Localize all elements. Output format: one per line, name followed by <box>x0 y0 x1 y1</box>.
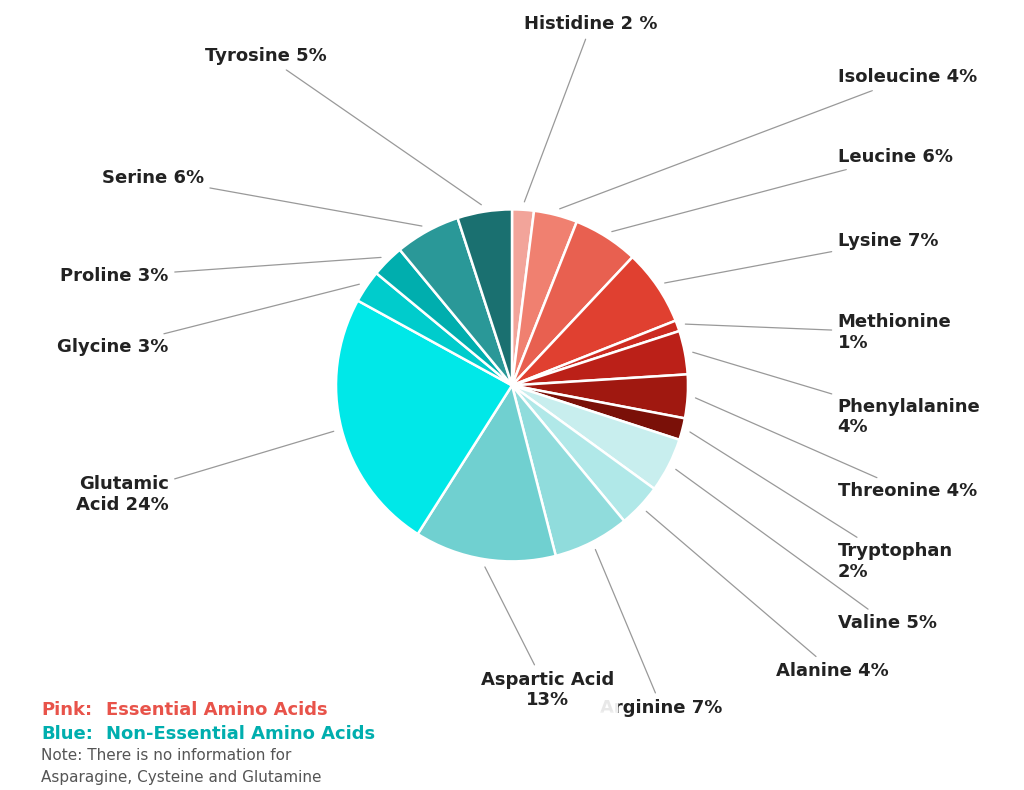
Wedge shape <box>512 209 535 386</box>
Wedge shape <box>512 321 679 386</box>
Text: Serine 6%: Serine 6% <box>101 169 422 226</box>
Text: Lysine 7%: Lysine 7% <box>665 232 938 283</box>
Text: Non-Essential Amino Acids: Non-Essential Amino Acids <box>106 724 376 743</box>
Text: Tyrosine 5%: Tyrosine 5% <box>206 47 481 205</box>
Text: Phenylalanine
4%: Phenylalanine 4% <box>692 352 980 437</box>
Wedge shape <box>512 211 577 386</box>
Wedge shape <box>377 250 512 386</box>
Wedge shape <box>512 331 688 386</box>
Wedge shape <box>512 386 654 521</box>
Text: Glutamic
Acid 24%: Glutamic Acid 24% <box>76 431 334 514</box>
Wedge shape <box>399 218 512 386</box>
Wedge shape <box>512 257 676 386</box>
Text: Arginine 7%: Arginine 7% <box>595 550 723 717</box>
Wedge shape <box>418 386 556 562</box>
Text: Pink:: Pink: <box>41 701 92 719</box>
Text: Methionine
1%: Methionine 1% <box>685 313 951 352</box>
Text: Glycine 3%: Glycine 3% <box>57 284 359 356</box>
Wedge shape <box>512 386 685 440</box>
Wedge shape <box>458 209 512 386</box>
Text: Blue:: Blue: <box>41 724 93 743</box>
Wedge shape <box>512 386 625 556</box>
Text: Aspartic Acid
13%: Aspartic Acid 13% <box>480 567 613 709</box>
Text: Isoleucine 4%: Isoleucine 4% <box>560 69 977 209</box>
Wedge shape <box>336 301 512 534</box>
Text: Tryptophan
2%: Tryptophan 2% <box>690 432 952 581</box>
Text: Essential Amino Acids: Essential Amino Acids <box>106 701 328 719</box>
Text: Alanine 4%: Alanine 4% <box>646 511 889 679</box>
Wedge shape <box>512 222 633 386</box>
Text: Note: There is no information for: Note: There is no information for <box>41 748 292 763</box>
Text: Proline 3%: Proline 3% <box>60 258 381 285</box>
Wedge shape <box>512 374 688 419</box>
Wedge shape <box>512 386 679 489</box>
Text: Leucine 6%: Leucine 6% <box>611 148 952 231</box>
Text: Asparagine, Cysteine and Glutamine: Asparagine, Cysteine and Glutamine <box>41 770 322 785</box>
Wedge shape <box>357 273 512 386</box>
Text: Valine 5%: Valine 5% <box>676 469 937 632</box>
Text: Threonine 4%: Threonine 4% <box>695 398 977 500</box>
Text: Histidine 2 %: Histidine 2 % <box>524 15 658 202</box>
